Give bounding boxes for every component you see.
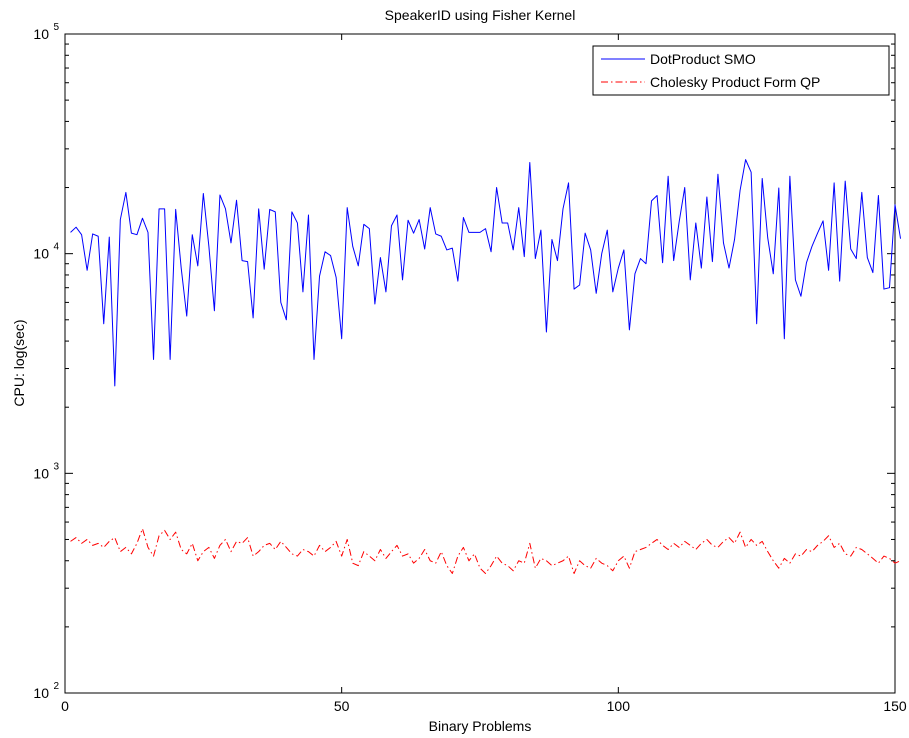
series-layer — [70, 159, 902, 574]
y-tick-label: 10 5 — [33, 22, 59, 42]
y-tick-exponent: 2 — [53, 681, 59, 692]
x-tick-label: 150 — [883, 698, 907, 714]
legend: DotProduct SMO Cholesky Product Form QP — [592, 45, 890, 96]
y-tick-exponent: 5 — [53, 22, 59, 33]
plot-area — [64, 33, 896, 694]
legend-label-cholesky-product-form-qp: Cholesky Product Form QP — [650, 74, 820, 90]
y-tick-exponent: 3 — [53, 461, 59, 472]
x-tick-label: 100 — [607, 698, 631, 714]
y-tick-base: 10 — [33, 26, 49, 42]
y-axis-label: CPU: log(sec) — [11, 319, 27, 406]
y-tick-label: 10 3 — [33, 461, 59, 481]
axis-ticks: 0 50 100 150 10 2 10 3 10 4 10 5 — [33, 22, 906, 714]
legend-label-dotproduct-smo: DotProduct SMO — [650, 51, 756, 67]
y-tick-label: 10 2 — [33, 681, 59, 701]
x-tick-label: 50 — [334, 698, 350, 714]
chart-title: SpeakerID using Fisher Kernel — [385, 7, 576, 23]
y-tick-label: 10 4 — [33, 242, 59, 262]
y-tick-base: 10 — [33, 685, 49, 701]
series-line-0 — [70, 159, 902, 387]
y-tick-exponent: 4 — [53, 242, 59, 253]
x-tick-label: 0 — [61, 698, 69, 714]
y-tick-base: 10 — [33, 465, 49, 481]
y-tick-base: 10 — [33, 246, 49, 262]
series-line-1 — [70, 528, 901, 574]
legend-box — [592, 45, 890, 96]
x-axis-label: Binary Problems — [429, 718, 532, 734]
